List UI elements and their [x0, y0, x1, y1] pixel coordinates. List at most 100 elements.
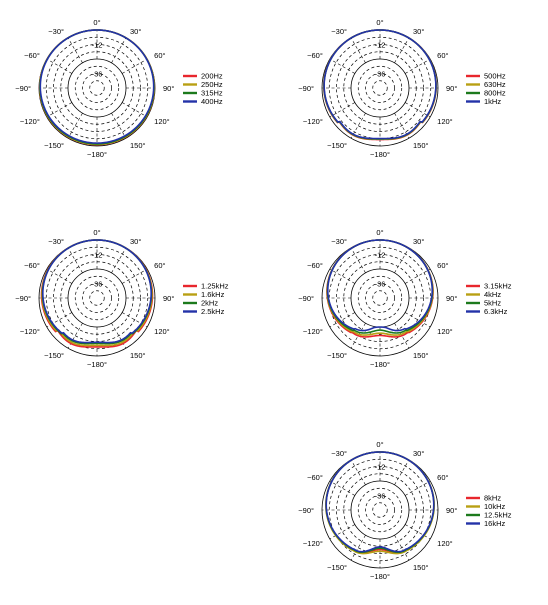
spoke	[404, 312, 431, 328]
spoke	[121, 58, 148, 74]
angle-label: 0°	[93, 18, 100, 27]
ring	[53, 44, 141, 132]
spoke	[329, 268, 356, 284]
angle-label: 30°	[413, 449, 424, 458]
angle-label: −60°	[24, 261, 40, 270]
angle-label: −30°	[331, 237, 347, 246]
angle-label: 120°	[154, 117, 170, 126]
polar-plot-1: 0° 30° 60° 90° 120° 150° −180° −150° −120° −90° −6…	[15, 18, 223, 159]
angle-label: −120°	[20, 117, 40, 126]
spoke	[394, 322, 410, 349]
spoke	[111, 37, 127, 64]
angle-label: −30°	[48, 237, 64, 246]
legend-entry: 250Hz	[201, 80, 223, 89]
angle-label: −120°	[303, 539, 323, 548]
ring	[357, 487, 403, 533]
angle-label: 150°	[130, 141, 146, 150]
spoke	[350, 459, 366, 486]
spoke	[350, 247, 366, 274]
ring	[350, 268, 410, 328]
ring	[357, 275, 403, 321]
spoke	[404, 480, 431, 496]
spoke	[394, 534, 410, 561]
spoke	[111, 247, 127, 274]
ring	[45, 36, 149, 140]
spoke	[350, 37, 366, 64]
polar-plot-4: 0° 30° 60° 90° 120° 150° −180° −150° −120° −90° −6…	[298, 228, 511, 369]
angle-label: 0°	[376, 18, 383, 27]
legend-entry: 6.3kHz	[484, 307, 508, 316]
spoke	[46, 268, 73, 284]
spoke	[329, 312, 356, 328]
legend-entry: 5kHz	[484, 299, 501, 308]
legend-entry: 800Hz	[484, 89, 506, 98]
spoke	[350, 322, 366, 349]
angle-label: −180°	[87, 150, 107, 159]
ring	[350, 480, 410, 540]
legend-entry: 1.6kHz	[201, 290, 225, 299]
angle-label: −60°	[307, 261, 323, 270]
angle-label: −90°	[15, 84, 31, 93]
ring	[60, 261, 134, 335]
angle-label: 120°	[437, 539, 453, 548]
ring	[67, 268, 127, 328]
angle-label: −180°	[370, 150, 390, 159]
angle-label: 150°	[413, 563, 429, 572]
spoke	[67, 37, 83, 64]
angle-label: 0°	[93, 228, 100, 237]
series-line	[42, 239, 152, 344]
ring	[357, 65, 403, 111]
angle-label: 90°	[446, 506, 457, 515]
series-line	[39, 29, 155, 144]
db-label: -36	[92, 70, 103, 79]
angle-label: −90°	[15, 294, 31, 303]
ring	[365, 283, 395, 313]
spoke	[329, 524, 356, 540]
spoke	[329, 480, 356, 496]
angle-label: −90°	[298, 294, 314, 303]
legend-entry: 2.5kHz	[201, 307, 225, 316]
ring	[82, 73, 112, 103]
angle-label: −30°	[48, 27, 64, 36]
ring	[74, 65, 120, 111]
db-label: -36	[375, 280, 386, 289]
spoke	[46, 102, 73, 118]
ring	[82, 283, 112, 313]
angle-label: 150°	[413, 141, 429, 150]
angle-label: −120°	[303, 117, 323, 126]
ring	[372, 502, 388, 518]
legend-entry: 1kHz	[484, 97, 501, 106]
spoke	[121, 268, 148, 284]
spoke	[394, 37, 410, 64]
series-line	[323, 29, 437, 140]
ring	[336, 466, 424, 554]
ring	[343, 51, 417, 125]
angle-label: −150°	[44, 351, 64, 360]
angle-label: −150°	[327, 563, 347, 572]
angle-label: −60°	[307, 51, 323, 60]
spoke	[404, 524, 431, 540]
angle-label: 30°	[413, 237, 424, 246]
angle-label: −30°	[331, 27, 347, 36]
angle-label: 150°	[130, 351, 146, 360]
angle-label: 120°	[437, 327, 453, 336]
db-label: -12	[92, 41, 103, 50]
series-line	[325, 451, 435, 553]
angle-label: 0°	[376, 440, 383, 449]
ring	[343, 473, 417, 547]
spoke	[329, 58, 356, 74]
angle-label: −60°	[307, 473, 323, 482]
db-label: -12	[375, 463, 386, 472]
spoke	[121, 102, 148, 118]
legend-entry: 400Hz	[201, 97, 223, 106]
angle-label: −60°	[24, 51, 40, 60]
db-label: -36	[92, 280, 103, 289]
legend-entry: 1.25kHz	[201, 282, 229, 291]
angle-label: −150°	[44, 141, 64, 150]
legend-entry: 3.15kHz	[484, 282, 512, 291]
legend-entry: 630Hz	[484, 80, 506, 89]
spoke	[394, 459, 410, 486]
series-line	[327, 239, 433, 332]
legend-entry: 8kHz	[484, 494, 501, 503]
spoke	[404, 268, 431, 284]
